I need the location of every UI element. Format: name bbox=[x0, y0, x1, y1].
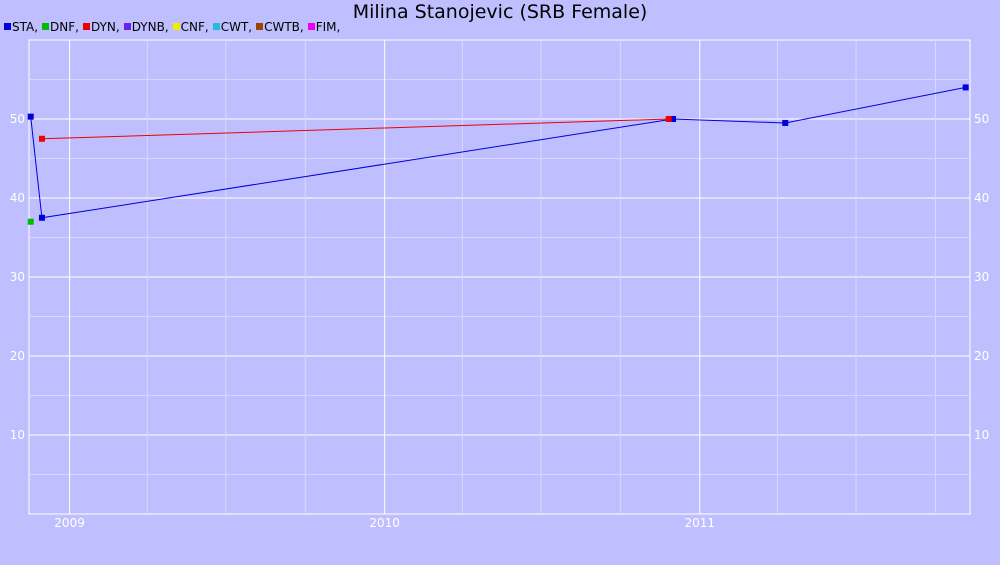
y-tick-label-right: 40 bbox=[974, 191, 989, 205]
legend-item-cwt: CWT, bbox=[212, 20, 253, 34]
x-tick-label: 2009 bbox=[54, 516, 85, 530]
legend-label: STA, bbox=[12, 20, 39, 34]
x-tick-label: 2010 bbox=[369, 516, 400, 530]
series-line-dyn bbox=[41, 118, 669, 140]
legend-swatch bbox=[172, 23, 180, 30]
legend-item-fim: FIM, bbox=[307, 20, 341, 34]
y-tick-label-left: 30 bbox=[10, 270, 25, 284]
legend-swatch bbox=[212, 23, 220, 30]
legend-item-dyn: DYN, bbox=[82, 20, 120, 34]
legend-label: CWT, bbox=[220, 20, 253, 34]
y-tick-label-right: 10 bbox=[974, 428, 989, 442]
data-point-sta bbox=[38, 214, 45, 221]
legend-label: DNF, bbox=[50, 20, 79, 34]
data-point-dnf bbox=[27, 218, 34, 225]
y-tick-label-right: 50 bbox=[974, 112, 989, 126]
data-point-dyn bbox=[38, 135, 45, 142]
data-point-sta bbox=[670, 116, 677, 122]
legend-swatch bbox=[42, 23, 50, 30]
legend-item-sta: STA, bbox=[4, 20, 38, 34]
legend-item-dnf: DNF, bbox=[42, 20, 79, 34]
legend-item-cwtb: CWTB, bbox=[256, 20, 304, 34]
legend: STA, DNF, DYN, DYNB, CNF, CWT, CWTB, FIM, bbox=[4, 20, 344, 34]
legend-swatch bbox=[123, 23, 131, 30]
y-tick-label-right: 30 bbox=[974, 270, 989, 284]
legend-label: DYNB, bbox=[131, 20, 169, 34]
legend-label: DYN, bbox=[90, 20, 120, 34]
data-point-dyn bbox=[665, 116, 672, 122]
legend-swatch bbox=[4, 23, 11, 30]
y-tick-label-left: 20 bbox=[10, 349, 25, 363]
legend-swatch bbox=[307, 23, 315, 30]
legend-label: CNF, bbox=[180, 20, 209, 34]
legend-item-cnf: CNF, bbox=[172, 20, 209, 34]
y-tick-label-left: 40 bbox=[10, 191, 25, 205]
y-tick-label-left: 10 bbox=[10, 428, 25, 442]
y-tick-label-right: 20 bbox=[974, 349, 989, 363]
legend-item-dynb: DYNB, bbox=[123, 20, 169, 34]
chart-title: Milina Stanojevic (SRB Female) bbox=[352, 1, 648, 23]
y-tick-label-left: 50 bbox=[10, 112, 25, 126]
data-point-sta bbox=[962, 84, 969, 91]
legend-label: CWTB, bbox=[264, 20, 304, 34]
legend-swatch bbox=[256, 23, 264, 30]
legend-swatch bbox=[82, 23, 90, 30]
data-point-sta bbox=[27, 113, 34, 120]
legend-label: FIM, bbox=[315, 20, 341, 34]
data-point-sta bbox=[782, 119, 789, 126]
x-tick-label: 2011 bbox=[685, 516, 716, 530]
